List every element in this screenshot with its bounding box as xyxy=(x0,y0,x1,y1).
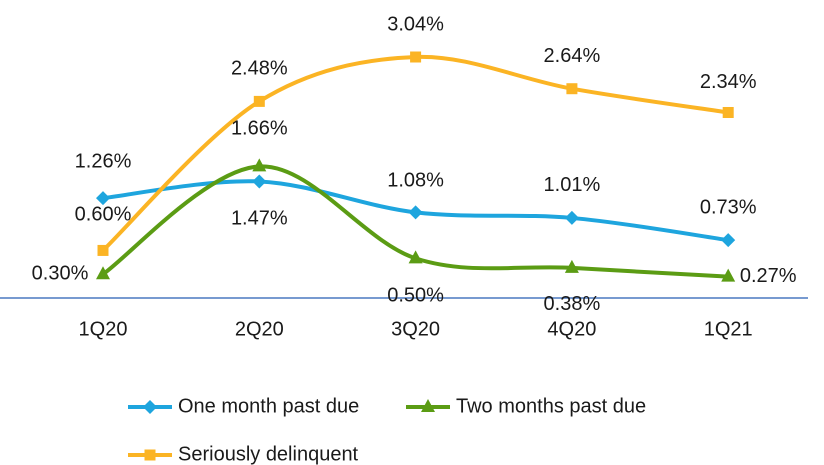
legend-marker xyxy=(143,400,157,414)
point xyxy=(252,158,267,172)
data-label: 0.27% xyxy=(740,265,797,287)
data-label: 1.26% xyxy=(75,150,132,172)
x-tick-label: 1Q21 xyxy=(704,318,753,340)
point xyxy=(721,233,736,248)
point xyxy=(253,95,265,107)
point xyxy=(96,266,110,280)
x-tick-label: 4Q20 xyxy=(547,318,596,340)
data-label: 2.64% xyxy=(544,45,601,67)
data-label: 3.04% xyxy=(387,13,444,35)
x-tick-label: 2Q20 xyxy=(235,318,284,340)
data-label: 1.08% xyxy=(387,170,444,192)
point xyxy=(97,244,109,256)
data-label: 1.47% xyxy=(231,208,288,230)
data-label: 1.01% xyxy=(544,174,601,196)
point xyxy=(252,174,267,189)
point xyxy=(566,83,578,95)
point xyxy=(564,259,579,273)
point xyxy=(410,51,422,63)
legend-label: Seriously delinquent xyxy=(178,443,359,465)
point xyxy=(564,210,579,225)
point xyxy=(408,205,423,220)
point xyxy=(722,106,734,118)
data-label: 2.34% xyxy=(700,71,757,93)
legend-marker xyxy=(421,399,435,412)
x-tick-label: 3Q20 xyxy=(391,318,440,340)
data-label: 0.50% xyxy=(387,285,444,307)
data-label: 0.38% xyxy=(544,293,601,315)
data-label: 0.30% xyxy=(32,262,89,284)
series-line xyxy=(101,164,729,279)
x-tick-label: 1Q20 xyxy=(79,318,128,340)
point xyxy=(408,250,423,264)
legend-label: Two months past due xyxy=(456,395,646,417)
data-label: 0.60% xyxy=(75,204,132,226)
data-label: 0.73% xyxy=(700,196,757,218)
point xyxy=(721,268,736,282)
series-line xyxy=(101,54,729,252)
data-label: 1.66% xyxy=(231,118,288,140)
legend-marker xyxy=(144,449,156,461)
point xyxy=(96,191,110,206)
legend-label: One month past due xyxy=(178,395,359,417)
data-label: 2.48% xyxy=(231,58,288,80)
